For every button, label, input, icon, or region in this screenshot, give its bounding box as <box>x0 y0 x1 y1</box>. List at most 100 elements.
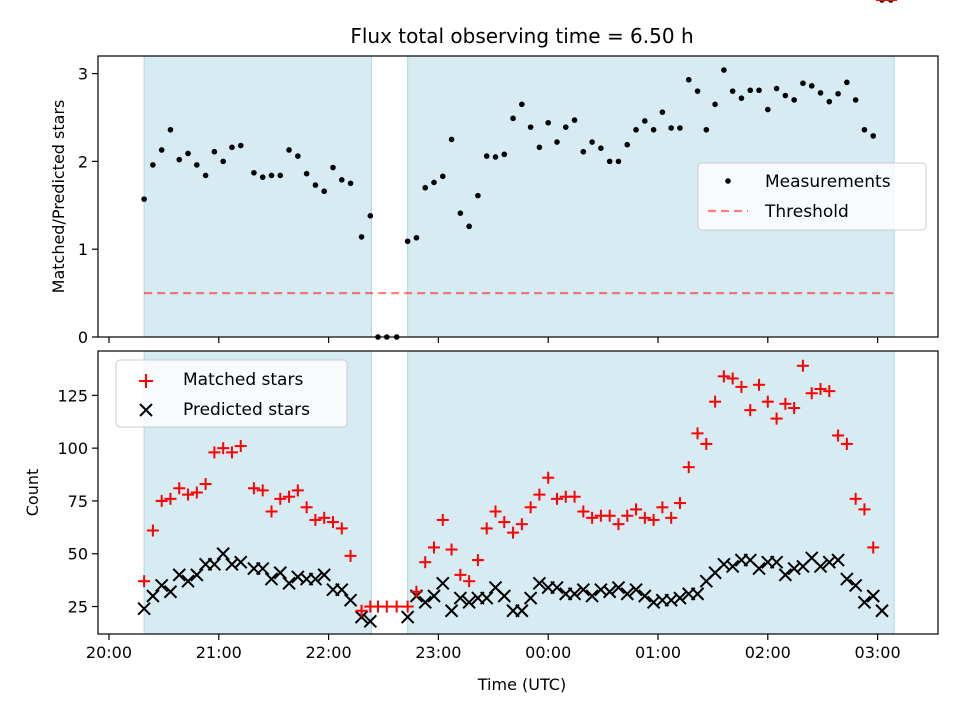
matched-point <box>256 484 269 497</box>
matched-point <box>867 541 880 554</box>
measurement-point <box>589 139 595 145</box>
predicted-point <box>444 604 459 618</box>
measurement-point <box>606 158 613 165</box>
matched-point <box>247 482 260 495</box>
predicted-point <box>831 553 845 567</box>
matched-point <box>445 543 458 556</box>
top-axes-frame <box>97 55 939 338</box>
measurement-point <box>431 179 437 186</box>
top-panel: 0 1 2 3 Matched/Predicted stars Measurement… <box>49 0 939 347</box>
measurement-point <box>826 98 833 105</box>
measurement-point <box>580 148 587 155</box>
matched-point <box>436 513 449 526</box>
matched-point <box>217 442 230 455</box>
measurement-point <box>800 80 806 87</box>
measurement-point <box>312 182 319 188</box>
matched-point <box>823 385 836 398</box>
predicted-point <box>725 559 740 574</box>
matched-point <box>138 575 151 588</box>
measurement-point <box>413 234 420 241</box>
matched-point <box>283 490 296 503</box>
measurement-point <box>624 141 631 148</box>
predicted-point <box>752 561 766 576</box>
chart-title: Flux total observing time = 6.50 h <box>350 24 693 48</box>
matched-point <box>533 488 546 501</box>
measurement-point <box>721 67 727 73</box>
matched-point <box>182 488 195 501</box>
matched-point <box>858 503 871 516</box>
measurement-point <box>703 126 710 133</box>
matched-point <box>291 484 304 497</box>
measurement-point <box>510 115 516 122</box>
matched-point <box>498 516 511 529</box>
y-tick-label: 2 <box>78 152 88 171</box>
matched-point <box>542 471 555 484</box>
legend-measurement-marker <box>725 178 731 184</box>
measurement-point <box>237 142 244 149</box>
measurement-point <box>358 234 365 240</box>
matched-point <box>164 492 177 505</box>
matched-point <box>612 518 625 531</box>
matched-point <box>326 516 339 529</box>
measurement-point <box>211 148 218 155</box>
measurement-point <box>194 162 200 168</box>
measurement-point <box>259 174 266 180</box>
y-tick-label: 1 <box>78 240 88 259</box>
matched-point <box>761 395 774 408</box>
predicted-point <box>629 582 643 597</box>
measurement-point <box>808 83 815 89</box>
matched-points <box>138 0 897 617</box>
measurement-point <box>404 238 411 245</box>
matched-point <box>199 478 212 491</box>
legend-matched-label: Matched stars <box>183 370 303 390</box>
predicted-point <box>462 595 476 610</box>
predicted-point <box>354 610 369 624</box>
measurement-point <box>501 151 508 158</box>
legend-threshold-label: Threshold <box>764 202 849 222</box>
predicted-point <box>479 591 494 605</box>
matched-point <box>700 437 713 450</box>
matched-point <box>726 372 739 385</box>
measurement-point <box>202 172 209 179</box>
predicted-point <box>523 591 538 605</box>
predicted-point <box>602 585 617 599</box>
measurement-point <box>422 184 429 191</box>
measurement-point <box>685 76 692 83</box>
predicted-point <box>515 604 529 618</box>
matched-point <box>344 549 357 562</box>
predicted-point <box>146 589 160 603</box>
predicted-point <box>163 585 178 599</box>
measurement-point <box>835 90 841 97</box>
predicted-point <box>418 595 432 610</box>
x-tick-label: 22:00 <box>306 643 352 662</box>
measurement-point <box>527 124 534 130</box>
shaded-region <box>407 350 895 635</box>
measurement-point <box>870 133 877 139</box>
measurement-point <box>220 158 226 165</box>
measurement-point <box>141 196 147 202</box>
matched-point <box>682 461 695 474</box>
predicted-point <box>576 582 591 597</box>
predicted-point <box>400 610 415 624</box>
measurement-point <box>861 126 868 133</box>
matched-point <box>234 440 247 453</box>
predicted-point <box>769 555 784 569</box>
matched-point <box>753 378 766 391</box>
x-tick-label: 21:00 <box>196 643 242 662</box>
measurement-point <box>321 188 327 195</box>
predicted-point <box>154 578 169 593</box>
measurement-point <box>295 153 301 159</box>
matched-point <box>603 509 616 522</box>
measurement-point <box>251 169 257 176</box>
measurement-point <box>448 136 455 143</box>
measurement-point <box>167 126 174 133</box>
measurement-point <box>338 177 345 183</box>
measurement-point <box>483 153 490 159</box>
y-tick-label: 25 <box>68 598 88 617</box>
measurement-point <box>712 101 718 108</box>
matched-point <box>146 524 159 537</box>
matched-point <box>691 427 704 440</box>
predicted-point <box>567 587 582 601</box>
